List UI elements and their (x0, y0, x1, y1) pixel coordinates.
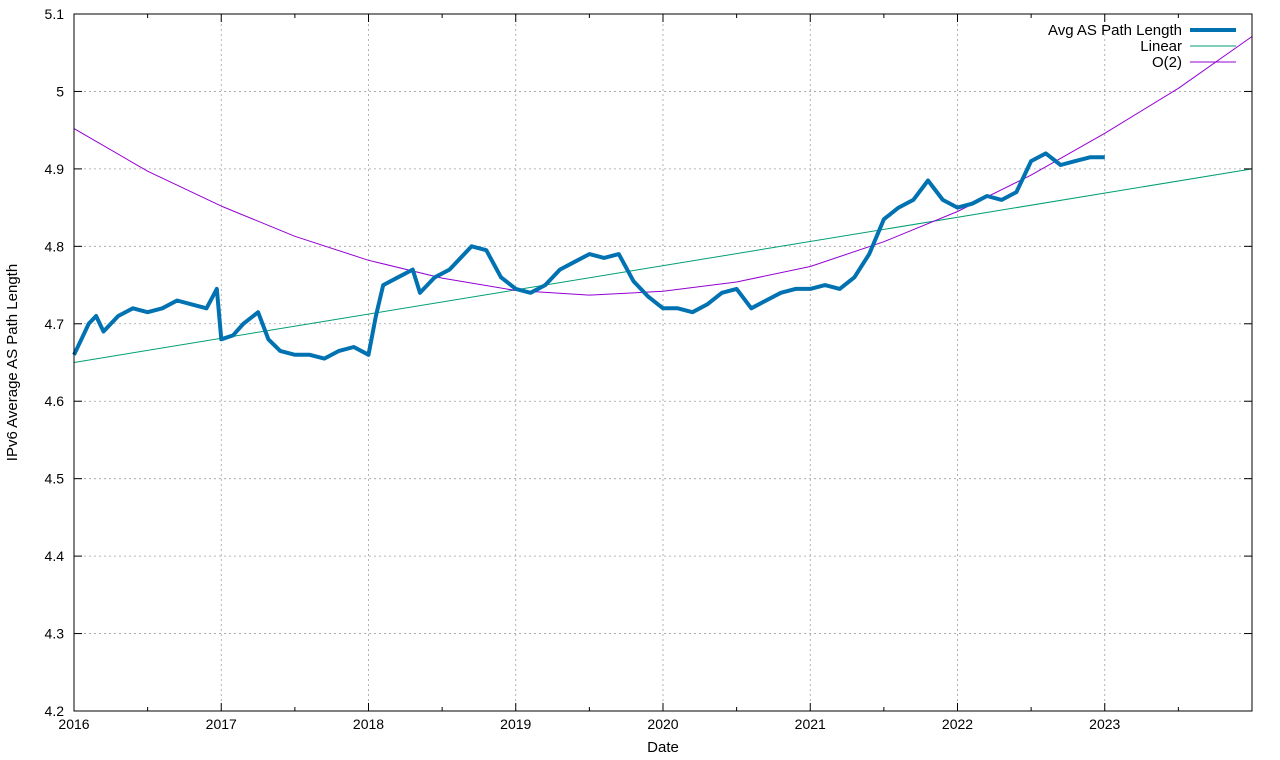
series-line-1 (73, 168, 1253, 363)
y-tick-label: 5 (56, 83, 64, 99)
y-tick-label: 4.3 (45, 626, 65, 642)
legend-label: O(2) (1152, 54, 1182, 71)
x-tick-label: 2022 (942, 716, 973, 732)
plot-frame (73, 13, 1253, 712)
y-tick-label: 4.8 (45, 238, 65, 254)
axis-ticks (73, 13, 1252, 712)
series-line-0 (72, 151, 1105, 361)
x-tick-labels: 2016 2017 2018 2019 2020 2021 2022 2023 (58, 716, 1120, 732)
legend-label: Avg AS Path Length (1048, 22, 1182, 39)
x-axis-title: Date (647, 739, 679, 756)
x-tick-label: 2019 (500, 716, 531, 732)
x-tick-label: 2017 (206, 716, 237, 732)
x-tick-label: 2021 (795, 716, 826, 732)
y-tick-label: 4.2 (45, 703, 65, 719)
y-tick-label: 4.9 (45, 161, 65, 177)
y-axis-title: IPv6 Average AS Path Length (4, 264, 21, 461)
y-tick-label: 5.1 (45, 6, 65, 22)
x-tick-label: 2016 (58, 716, 89, 732)
series-layer (72, 36, 1253, 363)
x-tick-label: 2020 (647, 716, 678, 732)
y-tick-label: 4.6 (45, 393, 65, 409)
y-tick-label: 4.7 (45, 316, 65, 332)
x-tick-label: 2023 (1089, 716, 1120, 732)
y-tick-label: 4.4 (45, 548, 65, 564)
y-tick-labels: 4.2 4.3 4.4 4.5 4.6 4.7 4.8 4.9 5 5.1 (45, 6, 65, 719)
grid-lines (73, 13, 1252, 712)
y-tick-label: 4.5 (45, 471, 65, 487)
legend-label: Linear (1140, 38, 1182, 55)
x-tick-label: 2018 (353, 716, 384, 732)
